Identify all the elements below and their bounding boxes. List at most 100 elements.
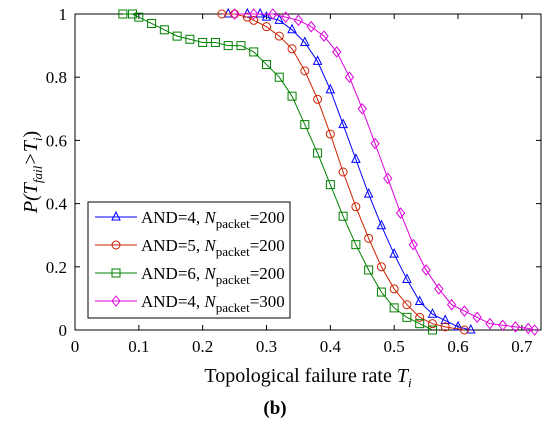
data-point — [357, 102, 367, 115]
y-tick-label: 0.4 — [46, 195, 68, 214]
data-point — [274, 14, 285, 24]
data-point — [408, 238, 418, 251]
data-point — [127, 9, 137, 19]
x-axis-label: Topological failure rate Ti — [204, 365, 412, 390]
data-point — [376, 262, 386, 272]
data-point — [351, 202, 361, 212]
data-point — [319, 30, 329, 42]
data-point — [268, 8, 278, 20]
data-point — [389, 284, 399, 294]
y-tick-label: 1 — [59, 5, 68, 24]
data-point — [364, 233, 374, 243]
data-point — [172, 31, 182, 41]
data-point — [229, 8, 240, 20]
data-point — [287, 44, 297, 54]
data-point — [262, 22, 272, 32]
data-point — [364, 265, 374, 275]
data-point — [306, 20, 316, 33]
data-point — [427, 319, 437, 329]
y-tick-label: 0.8 — [46, 68, 67, 87]
data-point — [118, 9, 128, 19]
legend-box — [87, 201, 291, 319]
data-point — [261, 11, 272, 21]
data-point — [147, 18, 157, 28]
series-3 — [118, 9, 437, 335]
data-point — [249, 15, 259, 25]
series-line — [228, 13, 471, 331]
legend-label: AND=4, Npacket=200 — [141, 208, 285, 231]
data-point — [389, 303, 399, 313]
x-tick-label: 0.3 — [256, 337, 277, 356]
legend-marker — [111, 210, 121, 221]
data-point — [274, 31, 284, 41]
legend-marker — [111, 295, 121, 307]
data-point — [344, 71, 355, 84]
data-point — [427, 308, 438, 318]
x-tick-label: 0.2 — [192, 337, 213, 356]
data-point — [498, 319, 508, 332]
legend-item: AND=6, Npacket=200 — [95, 264, 285, 287]
data-point — [383, 172, 393, 185]
data-point — [415, 312, 425, 322]
data-point — [255, 7, 265, 18]
series-4 — [229, 8, 540, 336]
legend-label: AND=5, Npacket=200 — [141, 236, 285, 259]
legend-marker — [111, 240, 121, 250]
data-point — [351, 240, 361, 250]
y-axis-label: P(Tfail>Ti) — [20, 131, 45, 214]
data-point — [338, 118, 348, 129]
data-point — [287, 23, 297, 34]
axis-ticks: 0 0.1 0.2 0.3 0.4 0.5 0.6 0.7 0 0.2 0.4 0.6 0.8 1 — [46, 5, 541, 356]
data-point — [299, 36, 310, 46]
legend-items: AND=4, Npacket=200 AND=5, Npacket=200 AND=… — [95, 208, 285, 315]
data-point — [389, 248, 399, 258]
data-point — [510, 321, 521, 333]
data-point — [402, 312, 412, 322]
data-point — [312, 55, 323, 65]
data-point — [159, 25, 169, 35]
data-point — [281, 11, 291, 23]
data-point — [134, 12, 144, 22]
data-point — [376, 287, 386, 297]
data-point — [529, 324, 540, 336]
y-tick-label: 0 — [59, 321, 68, 340]
figure-caption: (b) — [263, 398, 286, 419]
legend-label: AND=6, Npacket=200 — [141, 264, 285, 287]
data-point — [249, 8, 259, 20]
x-tick-label: 0 — [71, 337, 80, 356]
data-point — [351, 153, 361, 163]
data-point — [185, 34, 195, 44]
data-point — [414, 295, 425, 306]
data-point — [293, 14, 304, 27]
data-point — [402, 273, 412, 283]
legend-label: AND=4, Npacket=300 — [141, 292, 285, 315]
data-point — [472, 311, 482, 324]
data-point — [421, 264, 431, 276]
legend-item: AND=4, Npacket=200 — [95, 208, 285, 231]
data-point — [313, 148, 323, 158]
data-point — [325, 83, 336, 94]
data-point — [415, 319, 425, 329]
data-point — [332, 46, 342, 58]
data-point — [325, 129, 335, 139]
legend-item: AND=5, Npacket=200 — [95, 236, 285, 259]
data-point — [440, 314, 451, 325]
data-point — [427, 325, 437, 335]
series-line — [234, 13, 535, 331]
legend-item: AND=4, Npacket=300 — [95, 292, 285, 315]
y-tick-label: 0.2 — [46, 258, 67, 277]
legend: AND=4, Npacket=200 AND=5, Npacket=200 AND=… — [87, 201, 291, 319]
data-point — [223, 41, 233, 51]
data-point — [300, 120, 310, 130]
data-point — [217, 9, 227, 19]
data-point — [325, 180, 335, 190]
data-point — [300, 66, 310, 76]
data-point — [402, 300, 412, 310]
data-point — [236, 41, 246, 51]
x-tick-label: 0.6 — [447, 337, 468, 356]
series-1 — [223, 7, 476, 334]
data-point — [363, 188, 374, 198]
data-point — [338, 211, 348, 221]
data-point — [459, 325, 469, 335]
